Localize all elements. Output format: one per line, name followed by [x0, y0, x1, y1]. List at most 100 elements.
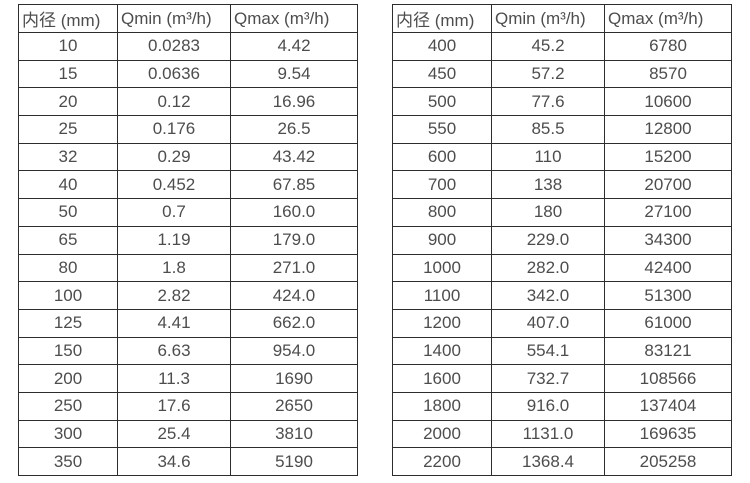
table-cell: 1131.0	[491, 419, 605, 449]
table-row: 250 17.6 2650	[18, 391, 358, 421]
table-cell: 27100	[604, 198, 732, 227]
table-cell: 400	[392, 32, 492, 61]
table-row: 10 0.0283 4.42	[18, 32, 358, 61]
table-cell: 662.0	[230, 308, 358, 338]
table-row: 50 0.7 160.0	[18, 198, 358, 227]
table-row: 350 34.6 5190	[18, 447, 358, 476]
header-inner-diameter: 内径 (mm)	[392, 4, 492, 33]
table-cell: 300	[18, 419, 118, 449]
table-cell: 954.0	[230, 336, 358, 366]
table-cell: 2200	[392, 447, 492, 476]
table-row: 1400 554.1 83121	[392, 336, 732, 366]
header-qmin: Qmin (m³/h)	[117, 4, 231, 33]
table-cell: 160.0	[230, 198, 358, 227]
table-row: 1800 916.0 137404	[392, 391, 732, 421]
table-cell: 40	[18, 170, 118, 200]
table-row: 32 0.29 43.42	[18, 142, 358, 172]
flow-table-small-diameters: 内径 (mm) Qmin (m³/h) Qmax (m³/h) 10 0.0283…	[18, 4, 358, 476]
table-cell: 0.12	[117, 87, 231, 117]
table-cell: 51300	[604, 281, 732, 310]
table-cell: 732.7	[491, 364, 605, 393]
table-cell: 25.4	[117, 419, 231, 449]
table-cell: 100	[18, 281, 118, 310]
table-cell: 137404	[604, 391, 732, 421]
table-cell: 2000	[392, 419, 492, 449]
table-cell: 5190	[230, 447, 358, 476]
table-cell: 1800	[392, 391, 492, 421]
table-row: 800 180 27100	[392, 198, 732, 227]
table-cell: 26.5	[230, 115, 358, 144]
table-row: 550 85.5 12800	[392, 115, 732, 144]
table-row: 2200 1368.4 205258	[392, 447, 732, 476]
table-cell: 11.3	[117, 364, 231, 393]
table-cell: 900	[392, 225, 492, 255]
table-row: 25 0.176 26.5	[18, 115, 358, 144]
table-cell: 83121	[604, 336, 732, 366]
table-row: 900 229.0 34300	[392, 225, 732, 255]
table-cell: 0.176	[117, 115, 231, 144]
table-cell: 42400	[604, 253, 732, 283]
table-row: 1000 282.0 42400	[392, 253, 732, 283]
table-cell: 700	[392, 170, 492, 200]
table-cell: 1200	[392, 308, 492, 338]
table-cell: 450	[392, 59, 492, 89]
table-row: 1600 732.7 108566	[392, 364, 732, 393]
table-cell: 1100	[392, 281, 492, 310]
table-cell: 10600	[604, 87, 732, 117]
table-cell: 554.1	[491, 336, 605, 366]
table-row: 1200 407.0 61000	[392, 308, 732, 338]
table-cell: 15200	[604, 142, 732, 172]
table-cell: 6780	[604, 32, 732, 61]
table-row: 600 110 15200	[392, 142, 732, 172]
table-row: 1100 342.0 51300	[392, 281, 732, 310]
table-cell: 1400	[392, 336, 492, 366]
table-cell: 25	[18, 115, 118, 144]
flow-table-large-diameters: 内径 (mm) Qmin (m³/h) Qmax (m³/h) 400 45.2 6…	[392, 4, 732, 476]
table-row: 300 25.4 3810	[18, 419, 358, 449]
table-cell: 65	[18, 225, 118, 255]
table-cell: 150	[18, 336, 118, 366]
table-cell: 407.0	[491, 308, 605, 338]
table-cell: 500	[392, 87, 492, 117]
table-cell: 4.41	[117, 308, 231, 338]
table-cell: 0.7	[117, 198, 231, 227]
table-cell: 350	[18, 447, 118, 476]
table-row: 80 1.8 271.0	[18, 253, 358, 283]
header-inner-diameter: 内径 (mm)	[18, 4, 118, 33]
table-cell: 67.85	[230, 170, 358, 200]
table-row: 125 4.41 662.0	[18, 308, 358, 338]
table-cell: 4.42	[230, 32, 358, 61]
table-cell: 32	[18, 142, 118, 172]
header-qmax: Qmax (m³/h)	[604, 4, 732, 33]
table-row: 20 0.12 16.96	[18, 87, 358, 117]
table-cell: 77.6	[491, 87, 605, 117]
header-qmax: Qmax (m³/h)	[230, 4, 358, 33]
table-cell: 125	[18, 308, 118, 338]
table-row: 15 0.0636 9.54	[18, 59, 358, 89]
table-cell: 43.42	[230, 142, 358, 172]
table-cell: 20	[18, 87, 118, 117]
table-body: 400 45.2 6780 450 57.2 8570 500 77.6 10600 550 85.…	[392, 32, 732, 476]
table-cell: 916.0	[491, 391, 605, 421]
table-cell: 80	[18, 253, 118, 283]
table-cell: 45.2	[491, 32, 605, 61]
table-cell: 10	[18, 32, 118, 61]
table-cell: 282.0	[491, 253, 605, 283]
table-cell: 600	[392, 142, 492, 172]
table-cell: 0.0283	[117, 32, 231, 61]
header-row: 内径 (mm) Qmin (m³/h) Qmax (m³/h)	[18, 4, 358, 33]
table-cell: 0.29	[117, 142, 231, 172]
table-cell: 6.63	[117, 336, 231, 366]
table-cell: 34.6	[117, 447, 231, 476]
table-row: 40 0.452 67.85	[18, 170, 358, 200]
table-cell: 108566	[604, 364, 732, 393]
table-cell: 1600	[392, 364, 492, 393]
table-cell: 50	[18, 198, 118, 227]
table-row: 150 6.63 954.0	[18, 336, 358, 366]
table-cell: 180	[491, 198, 605, 227]
table-row: 100 2.82 424.0	[18, 281, 358, 310]
table-cell: 15	[18, 59, 118, 89]
table-row: 400 45.2 6780	[392, 32, 732, 61]
table-cell: 110	[491, 142, 605, 172]
